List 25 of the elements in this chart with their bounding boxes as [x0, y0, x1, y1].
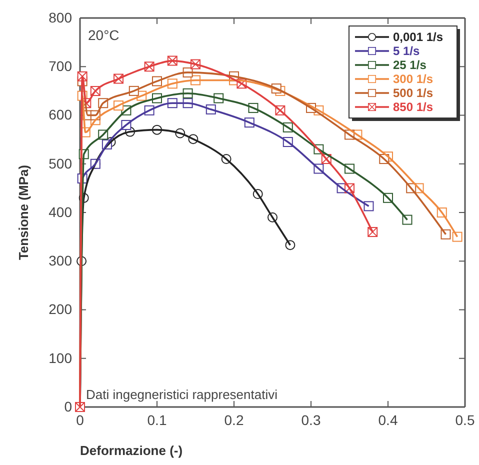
y-tick-label: 500 — [48, 155, 72, 172]
legend-label: 25 1/s — [393, 58, 427, 72]
y-tick-label: 300 — [48, 252, 72, 269]
annotation: Dati ingegneristici rappresentativi — [86, 387, 278, 402]
x-tick-label: 0.2 — [224, 412, 244, 428]
legend-label: 300 1/s — [393, 72, 434, 86]
y-tick-label: 400 — [48, 204, 72, 220]
x-tick-label: 0.1 — [147, 412, 167, 428]
x-axis-title: Deformazione (-) — [80, 443, 183, 458]
x-tick-label: 0 — [76, 412, 84, 428]
y-axis-title: Tensione (MPa) — [16, 164, 31, 260]
annotation: 20°C — [88, 27, 120, 43]
y-tick-label: 0 — [64, 398, 72, 414]
legend-label: 0,001 1/s — [393, 30, 444, 44]
x-tick-label: 0.5 — [455, 412, 475, 428]
y-tick-label: 200 — [48, 301, 72, 318]
y-tick-label: 800 — [48, 9, 72, 26]
legend-label: 5 1/s — [393, 44, 420, 58]
x-tick-label: 0.4 — [378, 412, 398, 428]
y-tick-label: 700 — [48, 58, 72, 74]
y-tick-label: 100 — [48, 350, 72, 366]
legend-label: 850 1/s — [393, 100, 434, 114]
legend-label: 500 1/s — [393, 86, 434, 100]
x-tick-label: 0.3 — [301, 412, 321, 428]
y-tick-label: 600 — [48, 106, 72, 123]
